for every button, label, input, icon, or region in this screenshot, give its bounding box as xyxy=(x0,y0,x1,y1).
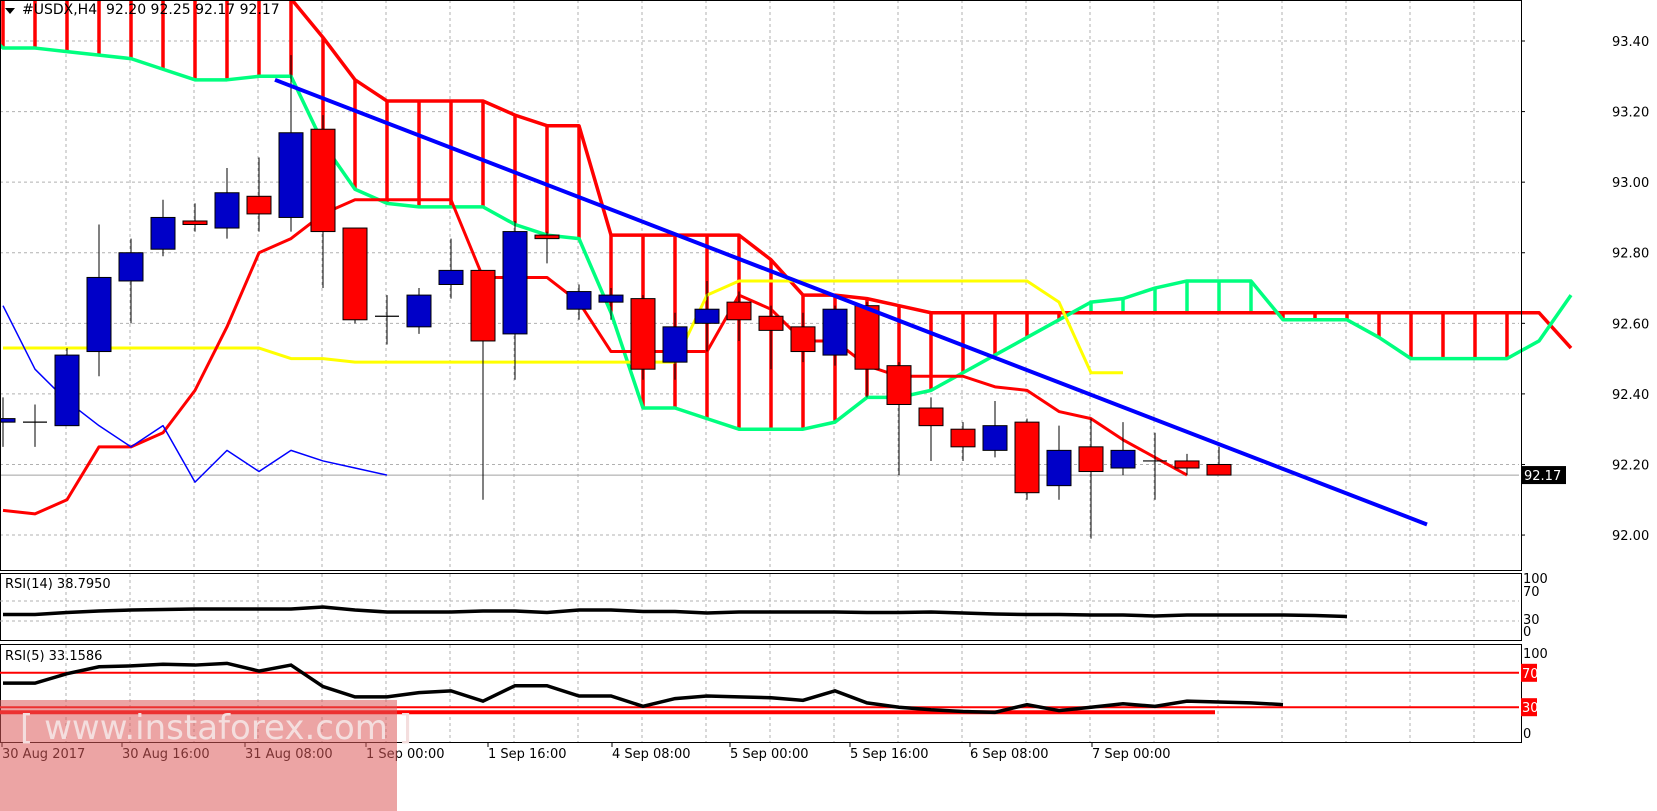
candle xyxy=(854,305,880,370)
candle xyxy=(790,326,816,353)
svg-text:1 Sep 16:00: 1 Sep 16:00 xyxy=(488,747,567,762)
candle xyxy=(278,132,304,218)
svg-text:92.40: 92.40 xyxy=(1612,388,1649,403)
candle xyxy=(0,418,16,423)
svg-text:92.60: 92.60 xyxy=(1612,317,1649,332)
candle xyxy=(86,276,112,353)
candle xyxy=(1046,449,1072,487)
chart-menu-arrow-icon[interactable] xyxy=(5,8,15,14)
svg-text:70: 70 xyxy=(1523,585,1540,600)
svg-text:RSI(14) 38.7950: RSI(14) 38.7950 xyxy=(5,577,111,592)
candle xyxy=(406,294,432,328)
svg-text:92.17: 92.17 xyxy=(1524,469,1561,484)
panel-frames xyxy=(0,0,1522,743)
svg-text:5 Sep 16:00: 5 Sep 16:00 xyxy=(850,747,929,762)
price-axis: 93.40 93.20 93.00 92.80 92.60 92.40 92.20 92.00… xyxy=(1521,35,1649,544)
svg-text:4 Sep 08:00: 4 Sep 08:00 xyxy=(612,747,691,762)
svg-text:RSI(5) 33.1586: RSI(5) 33.1586 xyxy=(5,649,102,664)
watermark-text: [ www.instaforex.com ] xyxy=(20,708,412,748)
svg-text:0: 0 xyxy=(1523,625,1531,640)
candle xyxy=(822,308,848,356)
candle xyxy=(758,315,784,331)
watermark-box xyxy=(0,700,397,811)
candle xyxy=(310,128,336,233)
candle xyxy=(1206,463,1232,476)
chart-title: #USDX,H4 92.20 92.25 92.17 92.17 xyxy=(22,2,280,18)
candle xyxy=(662,326,688,363)
candle xyxy=(1110,449,1136,469)
svg-text:93.20: 93.20 xyxy=(1612,106,1649,121)
svg-text:0: 0 xyxy=(1523,727,1531,742)
candle xyxy=(182,220,208,226)
svg-text:92.20: 92.20 xyxy=(1612,458,1649,473)
candle xyxy=(598,294,624,303)
candle xyxy=(886,365,912,405)
candle xyxy=(630,298,656,370)
candle xyxy=(214,192,240,229)
candle xyxy=(342,227,368,321)
candle xyxy=(918,407,944,427)
candle xyxy=(950,428,976,448)
candlesticks[interactable] xyxy=(0,55,1232,539)
candle xyxy=(470,269,496,342)
svg-text:92.00: 92.00 xyxy=(1612,529,1649,544)
svg-text:92.80: 92.80 xyxy=(1612,247,1649,262)
svg-text:100: 100 xyxy=(1523,572,1548,587)
candle xyxy=(502,231,528,335)
candle xyxy=(1174,460,1200,469)
candle xyxy=(1014,421,1040,494)
svg-text:5 Sep 00:00: 5 Sep 00:00 xyxy=(730,747,809,762)
candle xyxy=(118,252,144,282)
candle xyxy=(694,308,720,324)
main-grid xyxy=(0,0,1519,570)
candle xyxy=(534,234,560,240)
candle xyxy=(566,291,592,310)
svg-text:70: 70 xyxy=(1522,667,1539,682)
indicator-lines xyxy=(2,198,1188,516)
candle xyxy=(1078,446,1104,473)
svg-text:100: 100 xyxy=(1523,647,1548,662)
trendline[interactable] xyxy=(274,77,1428,527)
svg-text:93.00: 93.00 xyxy=(1612,176,1649,191)
svg-text:6 Sep 08:00: 6 Sep 08:00 xyxy=(970,747,1049,762)
svg-text:30: 30 xyxy=(1523,613,1540,628)
candle xyxy=(982,425,1008,451)
candle xyxy=(54,354,80,427)
candle xyxy=(726,301,752,321)
svg-text:30: 30 xyxy=(1522,701,1539,716)
svg-text:7 Sep 00:00: 7 Sep 00:00 xyxy=(1092,747,1171,762)
candle xyxy=(150,216,176,250)
rsi5-panel: RSI(5) 33.1586 100 0 70 30 xyxy=(0,645,1548,742)
candle xyxy=(438,269,464,286)
svg-text:93.40: 93.40 xyxy=(1612,35,1649,50)
candle xyxy=(246,195,272,215)
